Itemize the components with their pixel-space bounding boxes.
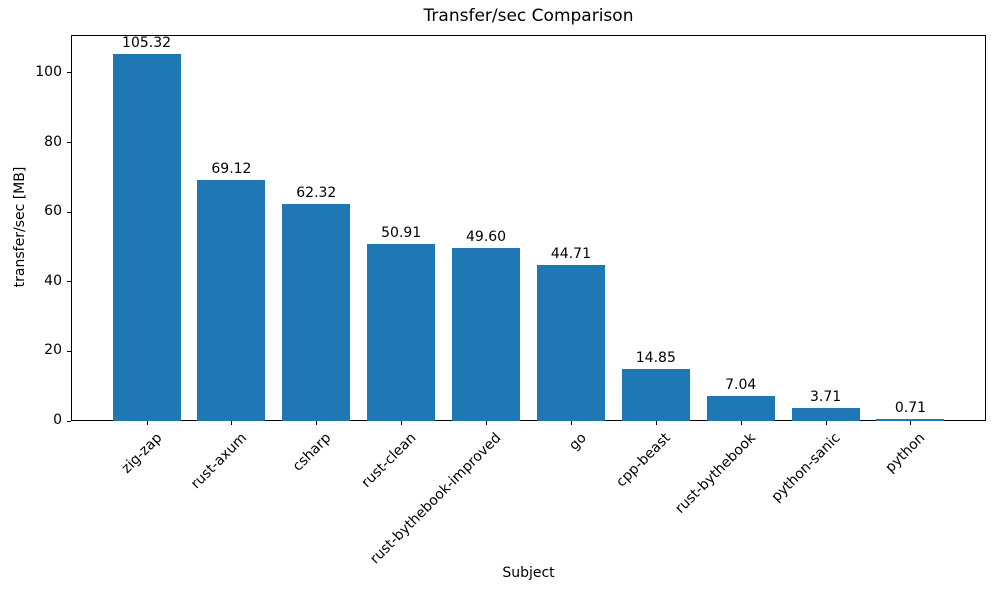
bar-zig-zap xyxy=(112,54,181,421)
bar-csharp xyxy=(282,204,351,421)
bar-cpp-beast xyxy=(621,369,690,421)
x-tick-mark xyxy=(740,421,742,425)
y-tick-mark xyxy=(67,420,71,422)
y-axis-label: transfer/sec [MB] xyxy=(12,166,28,288)
chart-title: Transfer/sec Comparison xyxy=(423,6,634,26)
bar-value-label-rust-axum: 69.12 xyxy=(211,161,252,178)
y-tick-mark xyxy=(67,211,71,213)
x-tick-mark xyxy=(316,421,318,425)
y-tick-label: 20 xyxy=(44,342,62,359)
y-tick-label: 40 xyxy=(44,272,62,289)
bar-value-label-python: 0.71 xyxy=(894,399,927,416)
x-tick-label-cpp-beast: cpp-beast xyxy=(613,430,675,491)
bar-go xyxy=(536,265,605,421)
bar-value-label-go: 44.71 xyxy=(550,246,591,263)
x-tick-label-csharp: csharp xyxy=(290,430,335,475)
bar-python-sanic xyxy=(791,408,860,421)
x-tick-mark xyxy=(231,421,233,425)
x-tick-label-rust-clean: rust-clean xyxy=(358,430,420,491)
x-tick-mark xyxy=(910,421,912,425)
x-axis-label: Subject xyxy=(502,565,555,581)
y-tick-label: 80 xyxy=(44,133,62,150)
x-tick-label-rust-bythebook: rust-bythebook xyxy=(672,430,760,517)
x-tick-label-zig-zap: zig-zap xyxy=(118,430,165,477)
y-tick-mark xyxy=(67,142,71,144)
bar-value-label-zig-zap: 105.32 xyxy=(122,35,172,52)
x-tick-label-go: go xyxy=(565,430,590,454)
y-tick-label: 60 xyxy=(44,203,62,220)
bar-value-label-rust-bythebook-improved: 49.60 xyxy=(466,229,507,246)
x-tick-mark xyxy=(401,421,403,425)
x-tick-mark xyxy=(825,421,827,425)
y-tick-mark xyxy=(67,281,71,283)
bar-rust-axum xyxy=(197,180,266,421)
x-tick-label-python: python xyxy=(882,430,929,476)
y-tick-mark xyxy=(67,350,71,352)
x-tick-label-python-sanic: python-sanic xyxy=(768,430,844,506)
x-tick-label-rust-axum: rust-axum xyxy=(187,430,250,493)
bar-value-label-rust-bythebook: 7.04 xyxy=(725,377,757,394)
x-tick-mark xyxy=(486,421,488,425)
bar-rust-bythebook-improved xyxy=(452,248,521,421)
bar-value-label-cpp-beast: 14.85 xyxy=(635,350,676,367)
bar-rust-clean xyxy=(367,243,436,421)
y-tick-mark xyxy=(67,72,71,74)
y-tick-label: 0 xyxy=(53,412,62,428)
bar-python xyxy=(876,418,945,421)
x-tick-mark xyxy=(570,421,572,425)
bar-rust-bythebook xyxy=(706,396,775,421)
x-tick-mark xyxy=(655,421,657,425)
bar-value-label-rust-clean: 50.91 xyxy=(381,224,422,241)
y-tick-label: 100 xyxy=(35,63,62,80)
bar-value-label-csharp: 62.32 xyxy=(296,185,337,202)
bar-value-label-python-sanic: 3.71 xyxy=(809,389,842,406)
x-tick-mark xyxy=(146,421,148,425)
